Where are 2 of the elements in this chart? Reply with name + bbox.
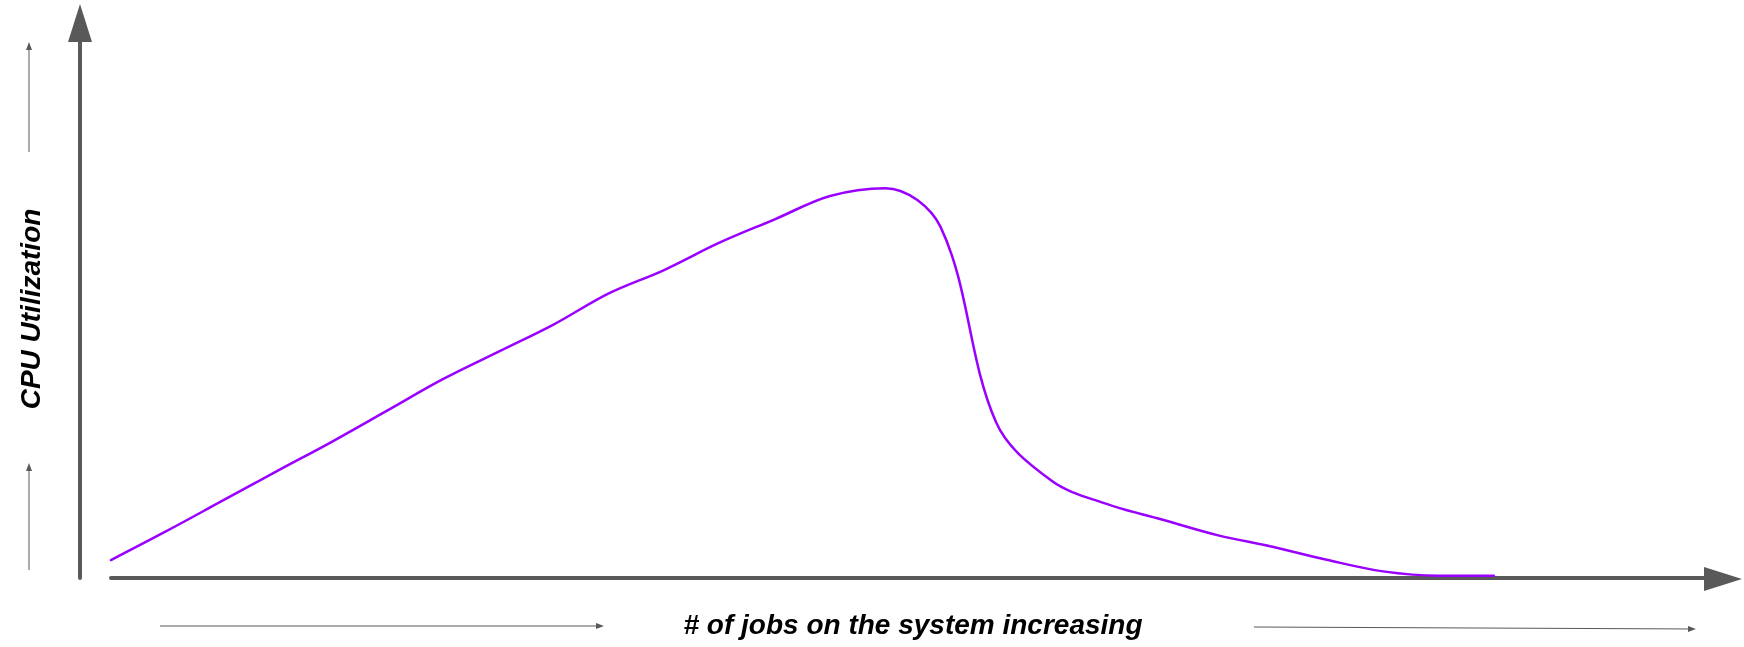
x-axis-title: # of jobs on the system increasing <box>683 608 1143 640</box>
y-axis-title: CPU Utilization <box>14 208 46 410</box>
